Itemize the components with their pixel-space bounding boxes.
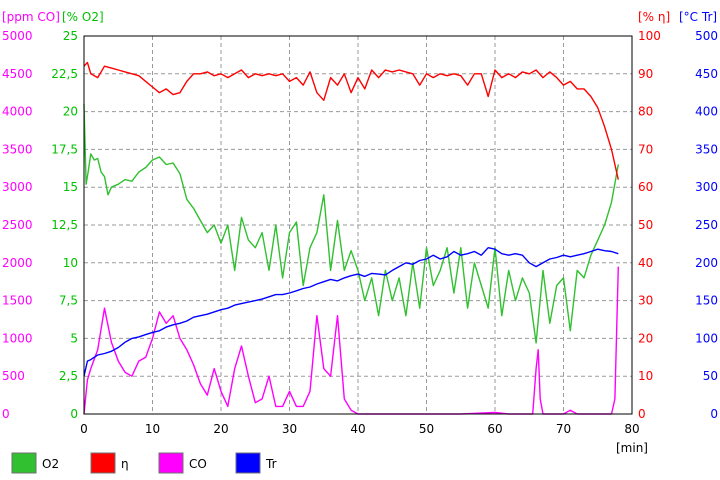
series-line-co — [83, 266, 619, 415]
x-tick-label: 0 — [80, 422, 88, 436]
tr-tick-label: 100 — [695, 331, 718, 345]
tr-axis-unit: [°C Tr] — [679, 10, 717, 24]
eta-tick-label: 40 — [638, 256, 653, 270]
x-tick-label: 30 — [282, 422, 297, 436]
x-axis-unit: [min] — [616, 441, 648, 455]
co-tick-label: 5000 — [2, 29, 33, 43]
co-tick-label: 1500 — [2, 294, 33, 308]
co-tick-label: 3000 — [2, 180, 33, 194]
x-tick-label: 70 — [556, 422, 571, 436]
o2-tick-label: 25 — [63, 29, 78, 43]
x-tick-label: 10 — [145, 422, 160, 436]
legend-label: CO — [189, 457, 207, 471]
x-tick-label: 60 — [487, 422, 502, 436]
co-tick-label: 4500 — [2, 67, 33, 81]
x-tick-label: 40 — [350, 422, 365, 436]
plot-frame — [83, 35, 633, 415]
eta-tick-label: 100 — [638, 29, 661, 43]
eta-tick-label: 30 — [638, 294, 653, 308]
co-tick-label: 4000 — [2, 105, 33, 119]
co-tick-label: 1000 — [2, 331, 33, 345]
eta-axis-unit: [% η] — [638, 10, 670, 24]
legend-label: η — [121, 457, 129, 471]
tr-tick-label: 50 — [703, 369, 718, 383]
tr-tick-label: 150 — [695, 294, 718, 308]
legend-swatch — [90, 452, 116, 474]
co-tick-label: 2500 — [2, 218, 33, 232]
co-axis-unit: [ppm CO] — [2, 10, 60, 24]
eta-tick-label: 50 — [638, 218, 653, 232]
o2-tick-label: 20 — [63, 105, 78, 119]
o2-tick-label: 22,5 — [51, 67, 78, 81]
legend-swatch — [11, 452, 37, 474]
o2-axis-unit: [% O2] — [62, 10, 104, 24]
o2-tick-label: 12,5 — [51, 218, 78, 232]
o2-tick-label: 0 — [70, 407, 78, 421]
legend-label: Tr — [265, 457, 277, 471]
legend-swatch — [235, 452, 261, 474]
eta-tick-label: 70 — [638, 142, 653, 156]
o2-tick-label: 10 — [63, 256, 78, 270]
eta-tick-label: 90 — [638, 67, 653, 81]
tr-tick-label: 350 — [695, 142, 718, 156]
co-tick-label: 0 — [2, 407, 10, 421]
series-lines — [83, 61, 619, 415]
tr-tick-label: 250 — [695, 218, 718, 232]
series-line-tr — [83, 246, 619, 377]
legend-label: O2 — [42, 457, 59, 471]
o2-tick-label: 15 — [63, 180, 78, 194]
o2-tick-label: 5 — [70, 331, 78, 345]
x-tick-label: 20 — [213, 422, 228, 436]
tr-tick-label: 400 — [695, 105, 718, 119]
eta-tick-label: 10 — [638, 369, 653, 383]
x-tick-label: 80 — [624, 422, 639, 436]
series-line-η — [83, 61, 619, 180]
x-tick-label: 50 — [419, 422, 434, 436]
tr-tick-label: 500 — [695, 29, 718, 43]
tick-labels: 0500100015002000250030003500400045005000… — [2, 29, 718, 436]
eta-tick-label: 80 — [638, 105, 653, 119]
tr-tick-label: 200 — [695, 256, 718, 270]
legend: O2 η CO Tr — [11, 452, 277, 474]
axis-units: [ppm CO] [% O2] [% η] [°C Tr] — [2, 10, 717, 24]
o2-tick-label: 7,5 — [59, 294, 78, 308]
eta-tick-label: 60 — [638, 180, 653, 194]
eta-tick-label: 0 — [638, 407, 646, 421]
tr-tick-label: 300 — [695, 180, 718, 194]
eta-tick-label: 20 — [638, 331, 653, 345]
o2-tick-label: 2,5 — [59, 369, 78, 383]
tr-tick-label: 450 — [695, 67, 718, 81]
tr-tick-label: 0 — [710, 407, 718, 421]
co-tick-label: 2000 — [2, 256, 33, 270]
legend-swatch — [158, 452, 184, 474]
co-tick-label: 500 — [2, 369, 25, 383]
co-tick-label: 3500 — [2, 142, 33, 156]
series-line-o2 — [83, 103, 619, 344]
o2-tick-label: 17,5 — [51, 142, 78, 156]
